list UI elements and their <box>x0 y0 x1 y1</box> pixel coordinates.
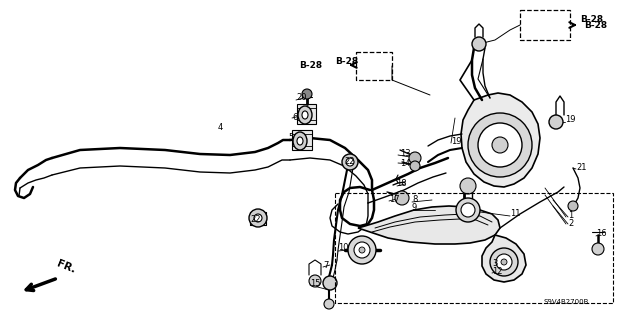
Circle shape <box>472 37 486 51</box>
Text: 4: 4 <box>218 123 223 132</box>
Text: 12: 12 <box>492 268 502 277</box>
Circle shape <box>309 275 321 287</box>
Text: B-28: B-28 <box>580 16 603 25</box>
Text: 16: 16 <box>596 229 607 239</box>
Circle shape <box>478 123 522 167</box>
Circle shape <box>456 198 480 222</box>
Text: S9V4B2700B: S9V4B2700B <box>543 299 588 305</box>
Circle shape <box>359 247 365 253</box>
Text: FR.: FR. <box>55 258 77 275</box>
Polygon shape <box>358 206 500 244</box>
Circle shape <box>468 113 532 177</box>
Polygon shape <box>297 104 316 124</box>
Circle shape <box>492 137 508 153</box>
Bar <box>356 52 392 80</box>
Circle shape <box>496 254 512 270</box>
Circle shape <box>490 248 518 276</box>
Polygon shape <box>292 130 312 150</box>
Circle shape <box>461 203 475 217</box>
Circle shape <box>410 161 420 171</box>
Circle shape <box>249 209 267 227</box>
Text: 14: 14 <box>400 159 410 167</box>
Circle shape <box>346 158 354 166</box>
Text: 15: 15 <box>310 278 321 287</box>
Circle shape <box>323 276 337 290</box>
Ellipse shape <box>297 137 303 145</box>
Text: 6: 6 <box>292 113 298 122</box>
Text: B-28: B-28 <box>335 57 358 66</box>
Text: 8: 8 <box>412 195 417 204</box>
Text: 10: 10 <box>338 243 349 253</box>
Circle shape <box>592 243 604 255</box>
Bar <box>335 193 613 303</box>
Ellipse shape <box>302 111 308 119</box>
Text: 20: 20 <box>296 93 307 102</box>
Text: 3: 3 <box>492 258 497 268</box>
Bar <box>520 10 570 40</box>
Circle shape <box>395 191 409 205</box>
Text: 22: 22 <box>344 157 355 166</box>
Circle shape <box>501 259 507 265</box>
Text: 9: 9 <box>412 203 417 211</box>
Circle shape <box>354 242 370 258</box>
Circle shape <box>348 236 376 264</box>
Text: 11: 11 <box>510 210 520 219</box>
Text: 1: 1 <box>568 211 573 220</box>
Circle shape <box>460 178 476 194</box>
Text: 21: 21 <box>576 162 586 172</box>
Text: 5: 5 <box>288 133 293 143</box>
Text: 18: 18 <box>396 179 406 188</box>
Text: 19: 19 <box>565 115 575 124</box>
Text: 19: 19 <box>451 137 461 145</box>
Text: B-28: B-28 <box>299 61 322 70</box>
Text: 22: 22 <box>250 214 260 224</box>
Polygon shape <box>482 235 526 282</box>
Ellipse shape <box>293 132 307 150</box>
Circle shape <box>342 154 358 170</box>
Text: 2: 2 <box>568 219 573 228</box>
Text: 13: 13 <box>400 150 411 159</box>
Circle shape <box>409 152 421 164</box>
Circle shape <box>302 89 312 99</box>
Text: 17: 17 <box>389 196 399 204</box>
Circle shape <box>254 214 262 222</box>
Circle shape <box>324 299 334 309</box>
Circle shape <box>568 201 578 211</box>
Text: 7: 7 <box>323 261 328 270</box>
Ellipse shape <box>298 106 312 124</box>
Circle shape <box>549 115 563 129</box>
Text: B-28: B-28 <box>584 20 607 29</box>
Polygon shape <box>461 93 540 187</box>
